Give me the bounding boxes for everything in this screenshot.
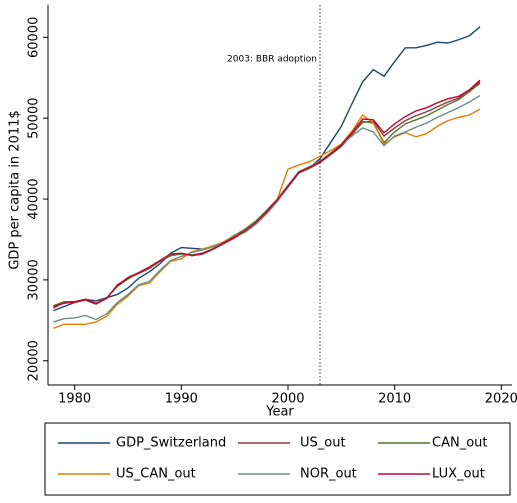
series-line	[53, 81, 481, 309]
x-tick-label: 1990	[165, 392, 198, 407]
legend-label: CAN_out	[432, 436, 488, 451]
legend-label: GDP_Switzerland	[116, 436, 226, 451]
series-line	[53, 26, 481, 312]
x-axis-title: Year	[265, 405, 294, 420]
series-line	[53, 94, 481, 323]
x-tick-label: 1980	[58, 392, 91, 407]
legend-label: LUX_out	[432, 467, 485, 482]
series-line	[53, 82, 481, 307]
y-tick-label: 30000	[27, 259, 42, 300]
y-axis-title: GDP per capita in 2011$	[8, 110, 23, 269]
series-line	[53, 108, 481, 330]
legend-label: US_out	[300, 436, 346, 451]
y-tick-label: 20000	[27, 340, 42, 381]
legend-label: NOR_out	[300, 467, 357, 482]
y-tick-label: 50000	[27, 98, 42, 139]
y-tick-label: 60000	[27, 17, 42, 58]
annotation: 2003: BBR adoption	[227, 55, 317, 65]
y-tick-label: 40000	[27, 178, 42, 219]
series-line	[53, 79, 481, 308]
legend-box	[44, 422, 511, 496]
x-tick-label: 2000	[271, 392, 304, 407]
x-tick-label: 2010	[378, 392, 411, 407]
x-tick-label: 2020	[485, 392, 517, 407]
legend-label: US_CAN_out	[116, 467, 196, 482]
